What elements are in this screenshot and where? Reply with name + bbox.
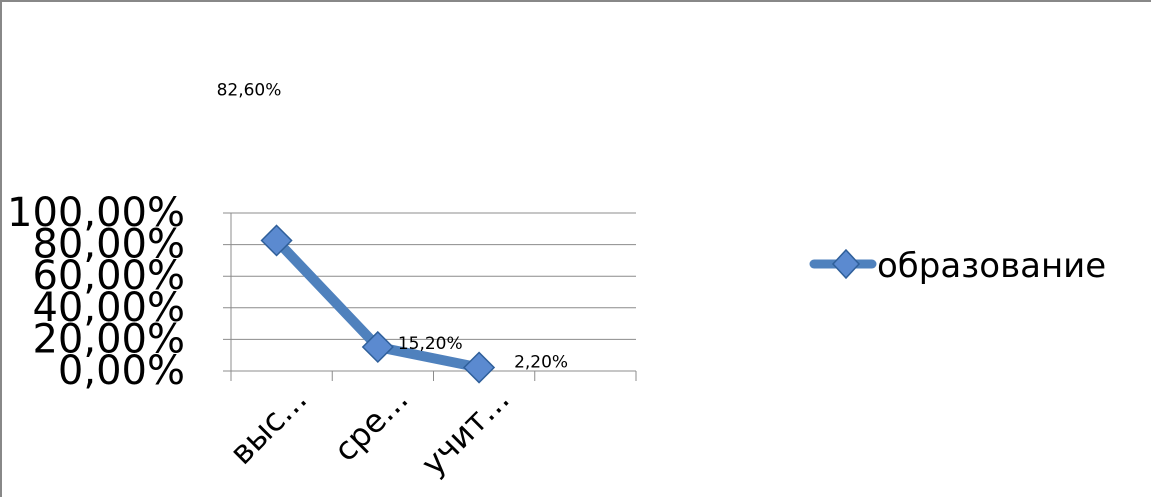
x-category-label: сре... <box>326 380 415 469</box>
y-tick-label: 60,00% <box>32 253 185 299</box>
data-point-marker <box>260 224 293 257</box>
data-point-marker <box>361 330 394 364</box>
data-label: 82,60% <box>217 80 282 100</box>
legend-diamond-marker <box>831 248 861 280</box>
x-axis <box>230 213 637 381</box>
y-tick-label: 0,00% <box>58 348 185 394</box>
y-tick-label: 100,00% <box>7 190 185 236</box>
x-category-label: выс... <box>222 380 314 472</box>
y-axis-tick-labels: 0,00%20,00%40,00%60,00%80,00%100,00% <box>7 190 185 394</box>
data-point-marker <box>463 351 496 384</box>
legend-entry-label: образование <box>877 246 1106 286</box>
x-axis-tick-labels: выс... сре...учит... <box>222 380 517 483</box>
y-tick-label: 20,00% <box>32 316 185 362</box>
y-tick-label: 80,00% <box>32 222 185 268</box>
data-label: 2,20% <box>514 353 568 373</box>
data-label: 15,20% <box>398 334 463 354</box>
x-category-label: учит... <box>414 380 517 483</box>
data-labels: 82,60% 15,20% 2,20% <box>217 80 569 372</box>
legend: образование <box>809 246 1106 286</box>
y-tick-label: 40,00% <box>32 285 185 331</box>
series-group <box>260 224 496 384</box>
